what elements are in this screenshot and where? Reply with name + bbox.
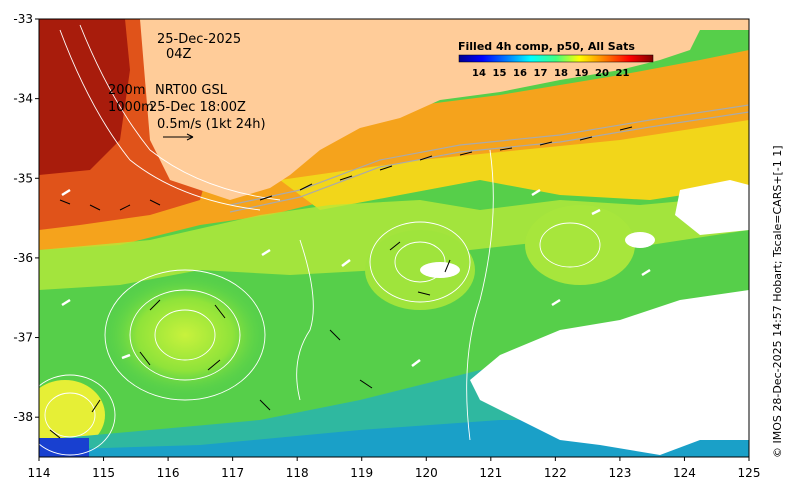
x-tick-label: 119 (350, 466, 373, 480)
colorbar-label: 21 (616, 68, 630, 79)
x-tick-label: 125 (738, 466, 761, 480)
x-tick-label: 116 (157, 466, 180, 480)
y-axis: -33 -34 -35 -36 -37 -38 (13, 12, 39, 424)
colorbar-label: 14 (472, 68, 486, 79)
x-tick-label: 123 (608, 466, 631, 480)
y-tick-label: -36 (13, 251, 33, 265)
sst-field (39, 19, 749, 457)
colorbar-label: 18 (554, 68, 568, 79)
colorbar-label: 20 (595, 68, 609, 79)
y-tick-label: -33 (13, 12, 33, 26)
colorbar-label: 17 (534, 68, 548, 79)
contour-label-1000: 1000m (108, 100, 154, 115)
x-axis: 114 115 116 117 118 119 120 121 122 123 124 125 (28, 457, 761, 480)
scale-arrow (163, 133, 194, 141)
cloud-mask (470, 290, 749, 455)
product-label: NRT00 GSL (155, 83, 228, 98)
ssh-contours (39, 24, 601, 456)
time-label: 04Z (166, 47, 192, 62)
y-tick-label: -35 (13, 171, 33, 185)
x-tick-label: 117 (221, 466, 244, 480)
date-label: 25-Dec-2025 (157, 32, 241, 47)
x-tick-label: 115 (92, 466, 115, 480)
scale-label: 0.5m/s (1kt 24h) (157, 117, 266, 132)
contour-label-200: 200m (108, 83, 145, 98)
white-arrows (61, 188, 651, 367)
colorbar-label: 19 (575, 68, 589, 79)
x-tick-label: 118 (286, 466, 309, 480)
x-tick-label: 114 (28, 466, 51, 480)
colorbar-label: 15 (493, 68, 507, 79)
credit-text: © IMOS 28-Dec-2025 14:57 Hobart; Tscale=… (771, 145, 784, 458)
x-tick-label: 121 (479, 466, 502, 480)
colorbar-label: 16 (513, 68, 527, 79)
x-tick-label: 124 (673, 466, 696, 480)
y-tick-label: -37 (13, 331, 33, 345)
product-time: 25-Dec 18:00Z (149, 100, 246, 115)
y-tick-label: -34 (13, 92, 33, 106)
colorbar-labels: 14 15 16 17 18 19 20 21 (472, 68, 629, 79)
plot-frame (38, 18, 750, 458)
x-tick-label: 122 (544, 466, 567, 480)
velocity-arrows (49, 126, 633, 439)
y-tick-label: -38 (13, 410, 33, 424)
x-tick-label: 120 (415, 466, 438, 480)
colorbar-title: Filled 4h comp, p50, All Sats (458, 40, 635, 53)
land-mass (140, 19, 749, 200)
colorbar (458, 54, 654, 63)
